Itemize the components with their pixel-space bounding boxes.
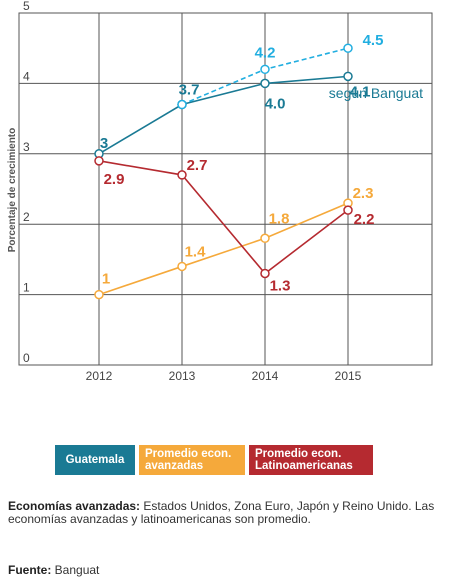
data-point (260, 233, 270, 244)
x-tick-label: 2013 (169, 369, 196, 383)
data-label: 2.2 (354, 211, 375, 228)
data-label: 4.5 (363, 32, 384, 49)
data-label: 4.2 (255, 44, 276, 61)
source-heading: Fuente: (8, 563, 52, 577)
data-point (177, 261, 187, 272)
data-point (260, 78, 270, 89)
series-line-2 (98, 202, 349, 296)
data-label: 3.7 (179, 82, 200, 99)
data-label: 3 (100, 135, 108, 152)
legend-avanzadas: Promedio econ. avanzadas (139, 445, 245, 475)
footnote-text: Estados Unidos, Zona Euro, Japón y Reino… (8, 499, 435, 526)
data-label: 2.3 (353, 185, 374, 202)
y-tick-label: 2 (23, 210, 30, 224)
y-tick-label: 4 (23, 69, 30, 83)
data-point (177, 99, 187, 110)
data-label: 2.9 (104, 171, 125, 188)
legend-guatemala: Guatemala (55, 445, 135, 475)
data-point (343, 205, 353, 215)
plot-frame (18, 12, 433, 366)
y-axis-title: Porcentaje de crecimiento (7, 128, 18, 253)
y-tick-label: 3 (23, 140, 30, 154)
data-point (94, 289, 104, 300)
data-point (343, 43, 353, 53)
line-chart: 0 1 2 3 4 5 2012 2013 2014 2015 3 3.7 4.0 4.1 4.2 4.5 1… (7, 0, 433, 383)
series-line-3 (98, 160, 349, 275)
legend-latinoamericanas-label: Promedio econ. Latinoamericanas (255, 448, 353, 472)
legend-guatemala-label: Guatemala (65, 454, 125, 466)
x-tick-label: 2014 (252, 369, 279, 383)
data-label: 1.8 (269, 210, 290, 227)
banguat-annotation: según Banguat (329, 85, 423, 101)
source: Fuente: Banguat (8, 563, 99, 577)
data-point (260, 64, 270, 75)
y-tick-label: 5 (23, 0, 30, 13)
y-tick-label: 0 (23, 351, 30, 365)
x-tick-label: 2012 (86, 369, 113, 383)
data-label: 1.3 (270, 277, 291, 294)
series-lines (94, 43, 353, 300)
data-label: 4.1 (350, 83, 371, 100)
legend-avanzadas-label: Promedio econ. avanzadas (145, 448, 232, 472)
data-point (177, 170, 187, 180)
data-label: 1 (102, 271, 110, 288)
footnote: Economías avanzadas: Estados Unidos, Zon… (8, 500, 453, 526)
data-point (94, 156, 104, 166)
x-tick-label: 2015 (335, 369, 362, 383)
data-label: 1.4 (185, 243, 207, 260)
series-line-0 (98, 75, 349, 155)
data-point (260, 268, 270, 279)
data-labels: 3 3.7 4.0 4.1 4.2 4.5 1 1.4 1.8 2.3 2.9 2.7 1.3 2.2 (100, 32, 384, 294)
y-tick-label: 1 (23, 281, 30, 295)
legend-latinoamericanas: Promedio econ. Latinoamericanas (249, 445, 373, 475)
data-point (343, 71, 353, 82)
footnote-heading: Economías avanzadas: (8, 499, 141, 513)
data-label: 2.7 (187, 157, 208, 174)
data-label: 4.0 (265, 95, 286, 112)
source-text: Banguat (51, 563, 100, 577)
